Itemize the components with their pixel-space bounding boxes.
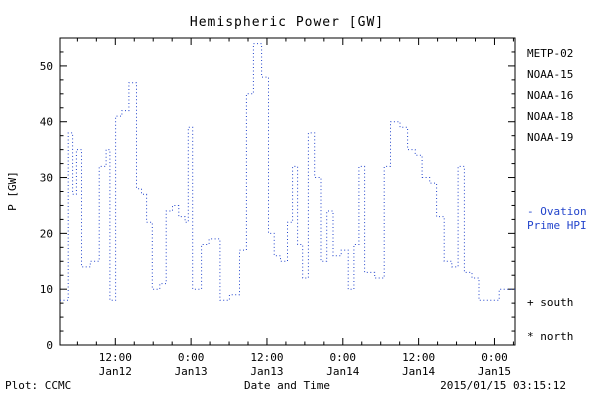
x-tick-date: Jan15 [478, 365, 511, 378]
annotation-south: + south [527, 296, 573, 309]
data-series [60, 43, 515, 301]
footer-plot-source: Plot: CCMC [5, 379, 71, 392]
hpi-step-line [60, 43, 515, 301]
x-tick-date: Jan14 [402, 365, 435, 378]
legend-item-noaa-16: NOAA-16 [527, 89, 573, 102]
x-tick-date: Jan14 [326, 365, 359, 378]
x-tick-date: Jan13 [175, 365, 208, 378]
annotation-ovation-line1: - Ovation [527, 205, 587, 218]
annotation-ovation-line2: Prime HPI [527, 219, 587, 232]
axis-tick-labels: 0102030405012:00Jan120:00Jan1312:00Jan13… [40, 60, 511, 378]
x-tick-time: 0:00 [178, 351, 205, 364]
x-tick-time: 0:00 [330, 351, 357, 364]
annotation-north: * north [527, 330, 573, 343]
x-tick-time: 12:00 [99, 351, 132, 364]
axis-ticks [60, 37, 515, 346]
y-tick-label: 10 [40, 283, 53, 296]
y-axis-label: P [GW] [6, 171, 19, 211]
x-axis-label: Date and Time [244, 379, 330, 392]
x-tick-date: Jan12 [99, 365, 132, 378]
y-tick-label: 20 [40, 227, 53, 240]
chart-title: Hemispheric Power [GW] [190, 15, 384, 30]
y-tick-label: 0 [46, 339, 53, 352]
footer-timestamp: 2015/01/15 03:15:12 [440, 379, 566, 392]
legend-item-noaa-18: NOAA-18 [527, 110, 573, 123]
legend-item-metp-02: METP-02 [527, 47, 573, 60]
legend: METP-02 NOAA-15 NOAA-16 NOAA-18 NOAA-19 [527, 47, 573, 144]
y-tick-label: 40 [40, 116, 53, 129]
x-tick-time: 12:00 [402, 351, 435, 364]
y-tick-label: 30 [40, 172, 53, 185]
legend-item-noaa-19: NOAA-19 [527, 131, 573, 144]
plot-box [59, 37, 516, 346]
legend-item-noaa-15: NOAA-15 [527, 68, 573, 81]
y-tick-label: 50 [40, 60, 53, 73]
x-tick-time: 12:00 [250, 351, 283, 364]
x-tick-time: 0:00 [481, 351, 508, 364]
x-tick-date: Jan13 [250, 365, 283, 378]
